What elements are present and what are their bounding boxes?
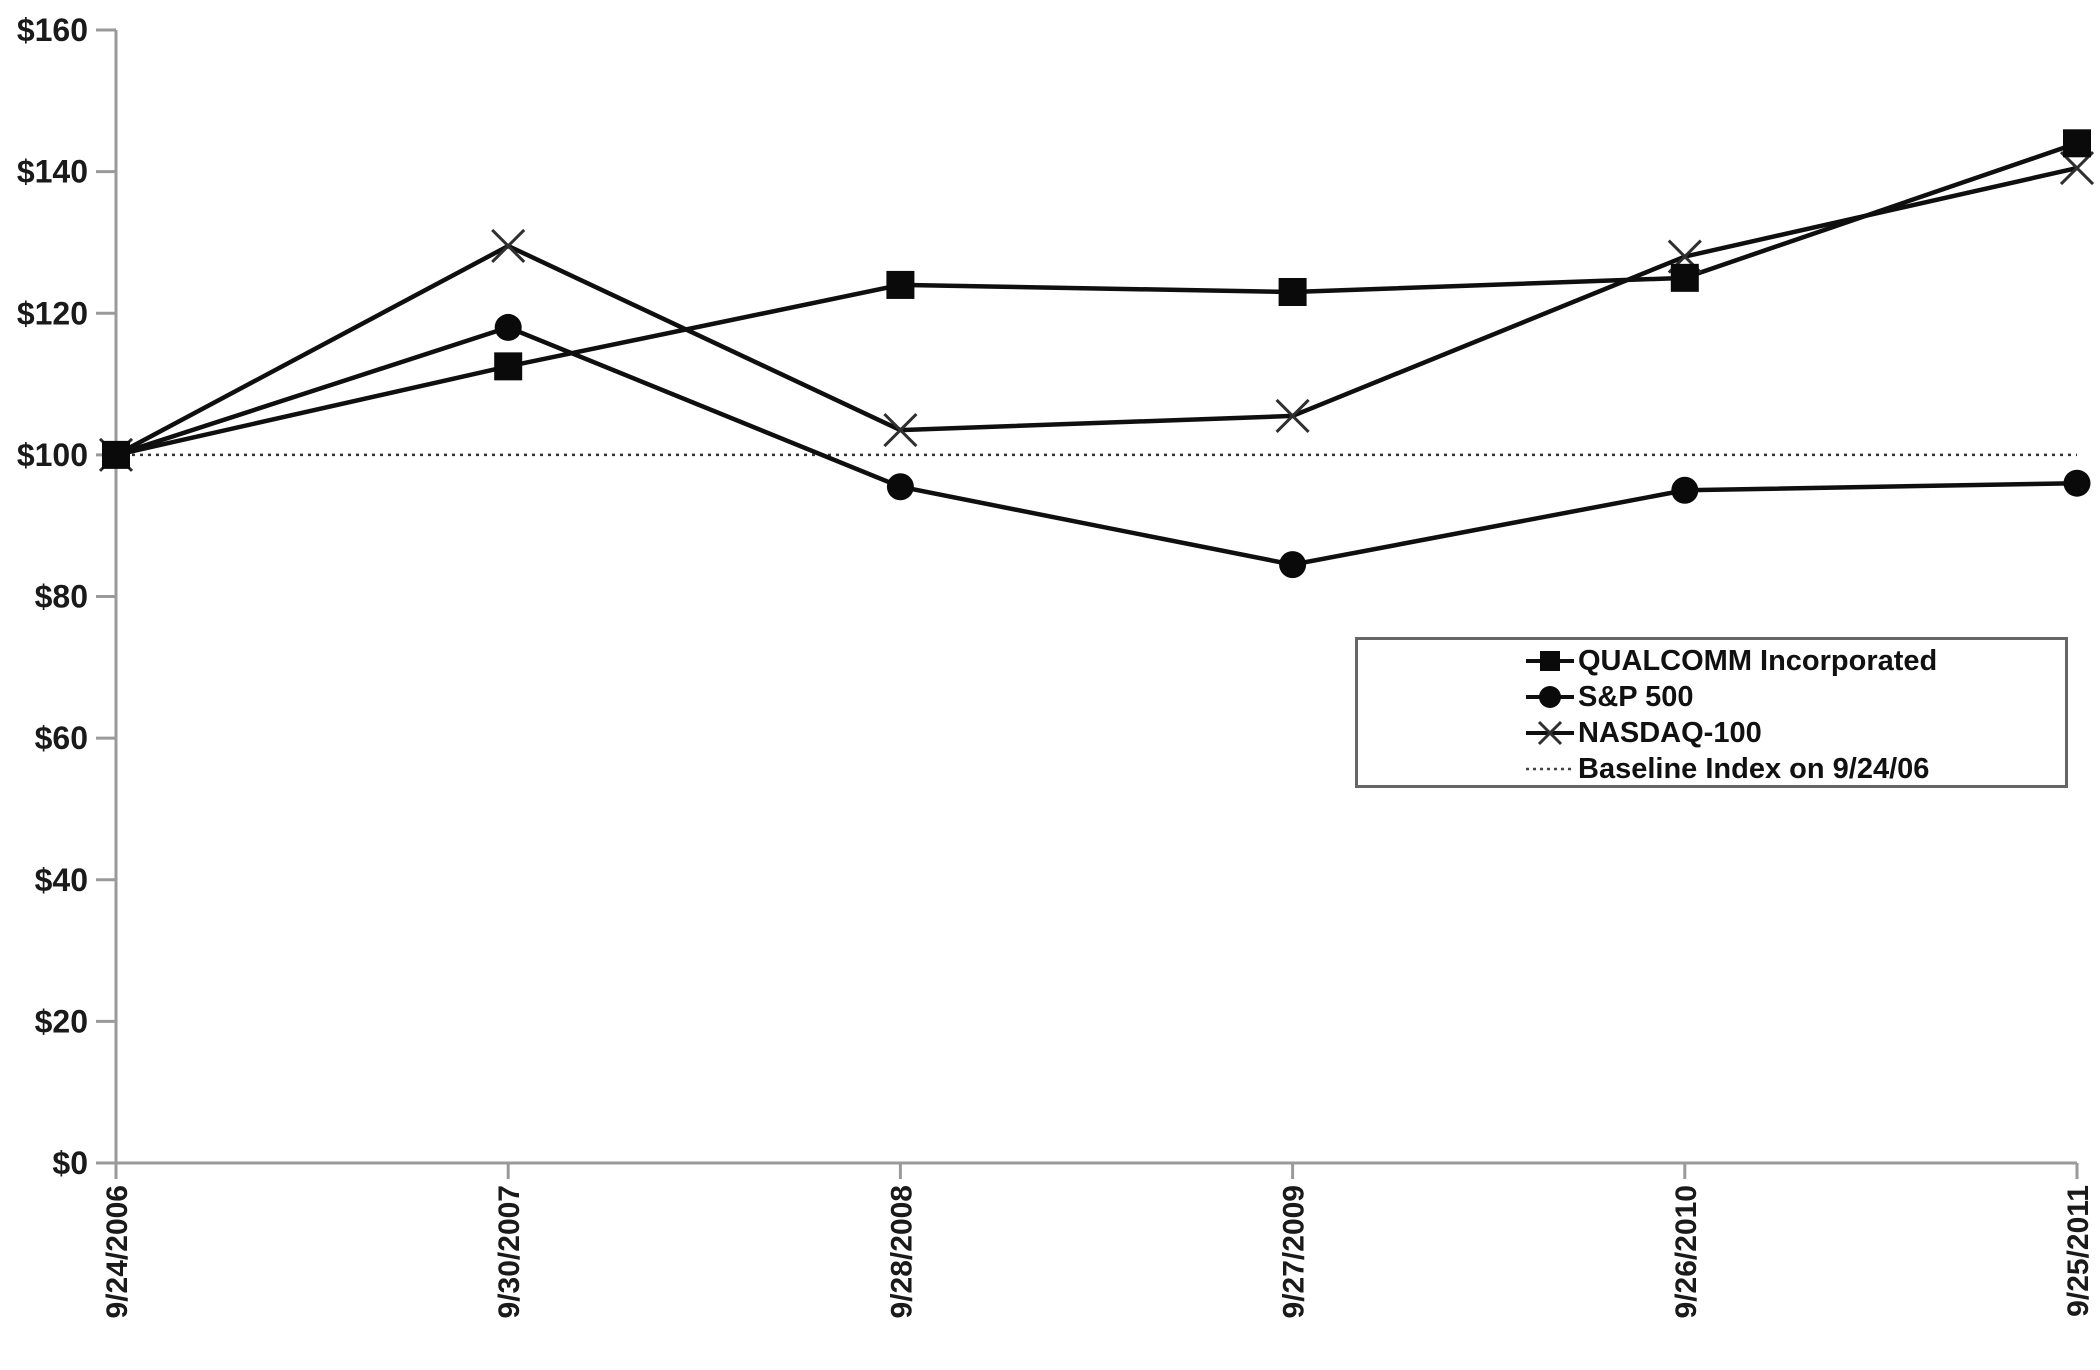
marker-square	[102, 440, 130, 469]
legend-marker-square-icon	[1526, 651, 1574, 671]
legend-item-sp500: S&P 500	[1358, 679, 2065, 715]
legend-label-nasdaq100: NASDAQ-100	[1578, 716, 1762, 749]
marker-x	[1275, 398, 1310, 433]
marker-circle	[1279, 551, 1307, 579]
x-tick-label: 9/30/2007	[493, 1185, 526, 1318]
marker-square	[2063, 129, 2091, 158]
marker-square	[1670, 263, 1699, 292]
y-tick-label: $60	[35, 720, 88, 756]
x-tick-label: 9/24/2006	[101, 1185, 134, 1318]
y-tick-label: $0	[52, 1145, 88, 1181]
marker-circle	[1671, 476, 1699, 504]
y-tick-label: $20	[35, 1003, 88, 1039]
marker-x	[2059, 151, 2095, 186]
legend-item-qualcomm: QUALCOMM Incorporated	[1358, 643, 2065, 679]
x-tick-label: 9/26/2010	[1670, 1185, 1703, 1318]
series-line-x	[114, 165, 2078, 457]
legend-label-baseline: Baseline Index on 9/24/06	[1578, 752, 1930, 785]
legend-marker-circle-icon	[1526, 686, 1574, 708]
legend-label-sp500: S&P 500	[1578, 680, 1694, 713]
marker-x	[491, 228, 526, 264]
marker-circle	[494, 313, 522, 341]
x-tick-label: 9/27/2009	[1278, 1185, 1311, 1318]
y-tick-label: $40	[35, 862, 88, 898]
marker-circle	[886, 473, 914, 501]
legend-item-baseline: Baseline Index on 9/24/06	[1358, 751, 2065, 787]
legend-item-nasdaq100: NASDAQ-100	[1358, 715, 2065, 751]
y-tick-label: $100	[17, 437, 88, 473]
legend-marker-x-icon	[1526, 720, 1574, 746]
series-line-square	[115, 141, 2078, 458]
x-tick-label: 9/25/2011	[2062, 1185, 2095, 1317]
marker-square	[886, 270, 915, 299]
series-line-circle	[115, 325, 2078, 567]
y-tick-label: $80	[35, 579, 88, 615]
legend-marker-dotted-line-icon	[1526, 767, 1574, 771]
marker-circle	[2063, 469, 2091, 497]
y-tick-label: $140	[17, 154, 88, 190]
marker-x	[883, 413, 918, 448]
y-tick-label: $120	[17, 295, 88, 331]
x-tick-label: 9/28/2008	[885, 1185, 918, 1318]
marker-square	[494, 352, 523, 381]
marker-square	[1278, 278, 1307, 307]
y-tick-label: $160	[17, 12, 88, 48]
chart-legend: QUALCOMM Incorporated S&P 500 NASDAQ-100…	[1355, 637, 2068, 788]
legend-label-qualcomm: QUALCOMM Incorporated	[1578, 644, 1938, 677]
